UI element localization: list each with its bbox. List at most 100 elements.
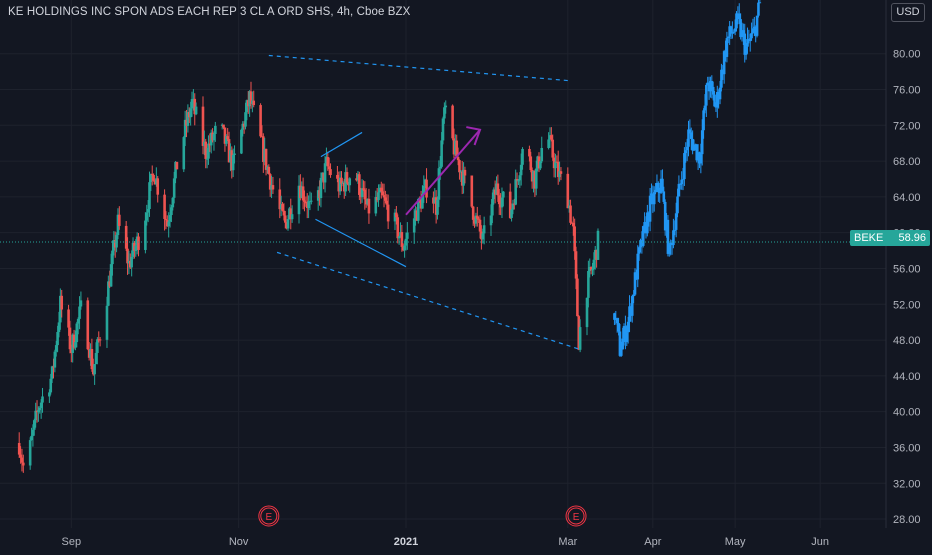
candle-body (399, 232, 402, 237)
candle-body (174, 161, 177, 179)
channel-lower-line[interactable] (315, 218, 407, 268)
candle-body (144, 220, 147, 250)
candle-body (643, 222, 646, 227)
candle-body (87, 349, 91, 358)
candle-body (189, 108, 192, 118)
candle-body (677, 183, 681, 197)
candle-body (515, 179, 519, 181)
candle-body (225, 136, 228, 144)
candle-body (145, 212, 149, 221)
candle-body (310, 200, 313, 202)
candle-body (242, 123, 246, 127)
candle-body (381, 191, 384, 196)
candle-body (655, 182, 659, 190)
candle-body (511, 203, 515, 210)
candle-body (471, 206, 475, 220)
candle-body (364, 199, 368, 205)
candle-body (230, 150, 234, 171)
candle-body (510, 209, 513, 218)
candle-body (286, 219, 290, 229)
candle-body (155, 178, 158, 185)
candle-body (705, 84, 708, 106)
candle-body (685, 146, 689, 151)
candle-body (124, 225, 128, 249)
candle-body (650, 193, 653, 196)
candle-body (758, 2, 762, 4)
candle-body (434, 197, 438, 215)
candle-body (203, 141, 206, 146)
candle-body (316, 190, 320, 201)
candle-body (289, 208, 293, 220)
candle-body (647, 212, 651, 222)
candle-body (637, 247, 641, 254)
candle-body (680, 179, 683, 185)
candle-body (86, 300, 90, 350)
candle-body (53, 351, 57, 368)
candle-body (444, 105, 448, 108)
candle-body (733, 28, 737, 32)
candle-body (698, 152, 701, 164)
candle-body (456, 157, 460, 161)
candle-body (750, 32, 753, 39)
candle-body (473, 219, 476, 224)
trendline-upper-dashed[interactable] (268, 54, 568, 82)
candle-body (71, 334, 74, 353)
candle-body (695, 144, 699, 161)
currency-button[interactable]: USD (891, 3, 925, 22)
candle-body (702, 110, 705, 131)
candle-body (618, 331, 622, 356)
time-tick-label: Jun (811, 536, 829, 548)
candle-body (105, 305, 109, 340)
candle-body (519, 164, 523, 176)
candle-body (340, 177, 343, 184)
projection-arrow-shaft[interactable] (405, 129, 481, 216)
price-tick-label: 32.00 (893, 478, 921, 490)
candle-body (703, 105, 707, 111)
candle-body (474, 215, 478, 224)
candle-body (729, 26, 733, 34)
candle-body (559, 171, 563, 174)
candle-body (54, 345, 58, 352)
candle-body (299, 185, 302, 198)
candle-body (75, 323, 79, 343)
trendline-lower-dashed[interactable] (276, 251, 579, 350)
candle-body (89, 348, 92, 358)
candle-body (493, 189, 497, 195)
candle-body (308, 201, 312, 203)
candle-body (156, 178, 160, 195)
candle-body (31, 429, 35, 436)
projection-arrow-head[interactable] (466, 126, 482, 146)
price-tick-label: 52.00 (893, 299, 921, 311)
candle-body (681, 179, 685, 181)
candle-body (183, 119, 187, 138)
candle-body (536, 156, 539, 169)
candle-body (146, 209, 150, 213)
candle-body (78, 306, 81, 319)
candle-body (326, 157, 330, 167)
candle-body (56, 332, 59, 346)
candle-body (717, 92, 720, 100)
candle-body (735, 13, 738, 29)
candle-body (625, 332, 629, 342)
candle-body (163, 194, 166, 219)
candle-body (134, 245, 138, 251)
channel-upper-line[interactable] (320, 131, 363, 158)
candle-body (52, 366, 55, 368)
candle-body (652, 192, 656, 205)
candle-body (629, 306, 633, 316)
candle-body (17, 442, 21, 455)
earnings-marker-outer[interactable] (565, 505, 587, 527)
candle-body (731, 32, 734, 34)
time-tick-label: Mar (558, 536, 577, 548)
candle-body (319, 177, 323, 199)
candle-body (262, 136, 265, 162)
candle-body (385, 200, 389, 205)
candle-body (171, 197, 175, 208)
candle-body (495, 183, 498, 195)
candle-body (290, 214, 294, 220)
candle-body (513, 203, 516, 205)
earnings-marker-outer[interactable] (258, 505, 280, 527)
candle-body (395, 212, 398, 218)
